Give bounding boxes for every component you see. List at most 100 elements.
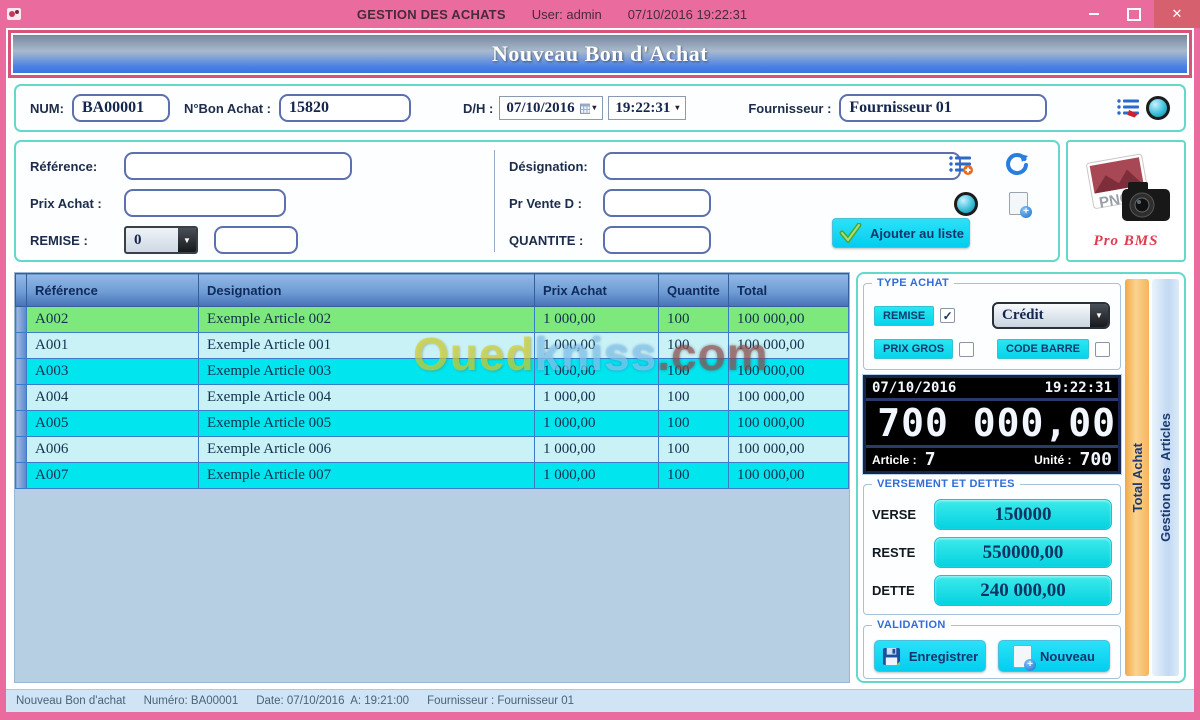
items-table: Référence Designation Prix Achat Quantit… <box>15 273 849 489</box>
remise-amount-input[interactable] <box>214 226 298 254</box>
credit-select[interactable]: Crédit ▼ <box>992 302 1110 329</box>
new-doc-icon: + <box>1013 644 1037 671</box>
designation-input[interactable] <box>603 152 961 180</box>
quantite-label: QUANTITE : <box>509 232 584 248</box>
prix-gros-checkbox[interactable] <box>959 341 975 357</box>
items-grid-area: Référence Designation Prix Achat Quantit… <box>14 272 850 683</box>
num-label: NUM: <box>30 100 64 116</box>
fournisseur-field[interactable]: Fournisseur 01 <box>839 94 1048 122</box>
side-panel: TYPE ACHAT REMISE ✓ Crédit ▼ PRIX GROS <box>856 272 1186 683</box>
status-bar: Nouveau Bon d'achat Numéro: BA00001 Date… <box>6 689 1194 712</box>
type-achat-group: TYPE ACHAT REMISE ✓ Crédit ▼ PRIX GROS <box>863 277 1121 370</box>
bon-achat-field[interactable]: 15820 <box>278 94 411 122</box>
close-icon: ✕ <box>1171 6 1183 21</box>
check-icon <box>839 223 862 243</box>
remise-dropdown-icon: ▼ <box>183 235 191 245</box>
dh-label: D/H : <box>462 100 494 116</box>
article-search-icon[interactable] <box>954 192 978 216</box>
status-numero: Numéro: BA00001 <box>143 695 239 707</box>
dette-field[interactable]: 240 000,00 <box>934 575 1112 606</box>
product-image-box: PNG Pro BMS <box>1066 140 1186 262</box>
tab-gestion-articles[interactable]: Gestion des Articles <box>1152 279 1179 676</box>
tab-total-achat[interactable]: Total Achat <box>1125 279 1149 676</box>
table-row[interactable]: A006 Exemple Article 006 1 000,00 100 100 00… <box>15 436 849 463</box>
page-title: Nouveau Bon d'Achat <box>491 41 709 66</box>
app-icon <box>7 8 21 20</box>
type-achat-title: TYPE ACHAT <box>872 277 955 289</box>
brand-label: Pro BMS <box>1093 232 1159 249</box>
verse-field[interactable]: 150000 <box>934 499 1112 530</box>
window-bottom-border <box>0 712 1200 720</box>
status-fournisseur: Fournisseur : Fournisseur 01 <box>427 695 575 707</box>
col-prix-achat[interactable]: Prix Achat <box>534 273 659 307</box>
maximize-button[interactable] <box>1114 0 1154 28</box>
table-header-row: Référence Designation Prix Achat Quantit… <box>15 273 849 307</box>
prix-achat-input[interactable] <box>124 189 286 217</box>
display-total: 700 000,00 <box>877 401 1116 445</box>
close-button[interactable]: ✕ <box>1153 0 1200 28</box>
table-row[interactable]: A004 Exemple Article 004 1 000,00 100 100 00… <box>15 384 849 411</box>
minimize-button[interactable] <box>1074 0 1114 28</box>
prix-gros-chip: PRIX GROS <box>874 339 954 359</box>
article-count-value: 7 <box>924 449 936 470</box>
table-row[interactable]: A001 Exemple Article 001 1 000,00 100 100 00… <box>15 332 849 359</box>
new-article-icon[interactable]: + <box>1009 192 1032 218</box>
fournisseur-list-icon[interactable] <box>1116 97 1142 119</box>
time-picker[interactable]: 19:22:31 ▾ <box>608 96 687 120</box>
reste-field[interactable]: 550000,00 <box>934 537 1112 568</box>
window-body: Nouveau Bon d'Achat NUM: BA00001 N°Bon A… <box>0 28 1200 712</box>
table-row[interactable]: A003 Exemple Article 003 1 000,00 100 100 00… <box>15 358 849 385</box>
pr-vente-label: Pr Vente D : <box>509 195 582 211</box>
table-row[interactable]: A002 Exemple Article 002 1 000,00 100 100 00… <box>15 306 849 333</box>
prix-achat-label: Prix Achat : <box>30 195 102 211</box>
new-button[interactable]: + Nouveau <box>998 640 1110 672</box>
col-quantite[interactable]: Quantite <box>658 273 729 307</box>
pr-vente-input[interactable] <box>603 189 711 217</box>
titlebar: GESTION DES ACHATS User: admin 07/10/201… <box>0 0 1200 28</box>
banner: Nouveau Bon d'Achat <box>8 30 1192 78</box>
add-to-list-button[interactable]: Ajouter au liste <box>832 218 970 248</box>
display-time: 19:22:31 <box>1044 380 1112 396</box>
fournisseur-search-icon[interactable] <box>1146 96 1170 120</box>
save-icon <box>882 647 900 665</box>
selector-header <box>15 273 27 307</box>
vertical-tabs: Total Achat Gestion des Articles <box>1125 279 1179 676</box>
status-doc: Nouveau Bon d'achat <box>16 695 126 707</box>
reste-label: RESTE <box>872 545 916 560</box>
reference-label: Référence: <box>30 158 98 174</box>
save-button[interactable]: Enregistrer <box>874 640 986 672</box>
article-count-label: Article : <box>872 452 917 467</box>
digital-display: 07/10/2016 19:22:31 700 000,00 Article :… <box>862 374 1122 475</box>
display-date: 07/10/2016 <box>872 380 957 396</box>
code-barre-checkbox[interactable] <box>1095 341 1110 357</box>
refresh-icon[interactable] <box>1004 152 1030 178</box>
versement-group: VERSEMENT ET DETTES VERSE 150000 RESTE 5… <box>863 478 1121 615</box>
num-field[interactable]: BA00001 <box>71 94 170 122</box>
document-header-panel: NUM: BA00001 N°Bon Achat : 15820 D/H : 0… <box>14 84 1186 132</box>
table-row[interactable]: A007 Exemple Article 007 1 000,00 100 100 00… <box>15 462 849 489</box>
date-dropdown-icon: ▾ <box>592 103 597 112</box>
col-total[interactable]: Total <box>728 273 849 307</box>
col-reference[interactable]: Référence <box>26 273 199 307</box>
col-designation[interactable]: Designation <box>198 273 535 307</box>
validation-title: VALIDATION <box>872 619 951 631</box>
verse-label: VERSE <box>872 507 917 522</box>
table-row[interactable]: A005 Exemple Article 005 1 000,00 100 100 00… <box>15 410 849 437</box>
bon-achat-label: N°Bon Achat : <box>183 100 271 116</box>
window-title: GESTION DES ACHATS <box>356 6 506 22</box>
minimize-icon <box>1088 13 1099 15</box>
calendar-icon <box>579 103 591 114</box>
validation-group: VALIDATION Enregistrer <box>863 619 1121 679</box>
remise-label: REMISE : <box>30 232 88 248</box>
remise-checkbox[interactable]: ✓ <box>940 308 956 323</box>
reference-input[interactable] <box>124 152 352 180</box>
titlebar-user: User: admin <box>531 6 602 22</box>
time-dropdown-icon: ▾ <box>675 103 680 112</box>
article-list-icon[interactable] <box>948 154 974 176</box>
status-date: Date: 07/10/2016 A: 19:21:00 <box>256 695 410 707</box>
date-picker[interactable]: 07/10/2016 ▾ <box>499 96 604 120</box>
remise-select[interactable]: 0 ▼ <box>124 226 198 254</box>
designation-label: Désignation: <box>509 158 588 174</box>
quantite-input[interactable] <box>603 226 711 254</box>
